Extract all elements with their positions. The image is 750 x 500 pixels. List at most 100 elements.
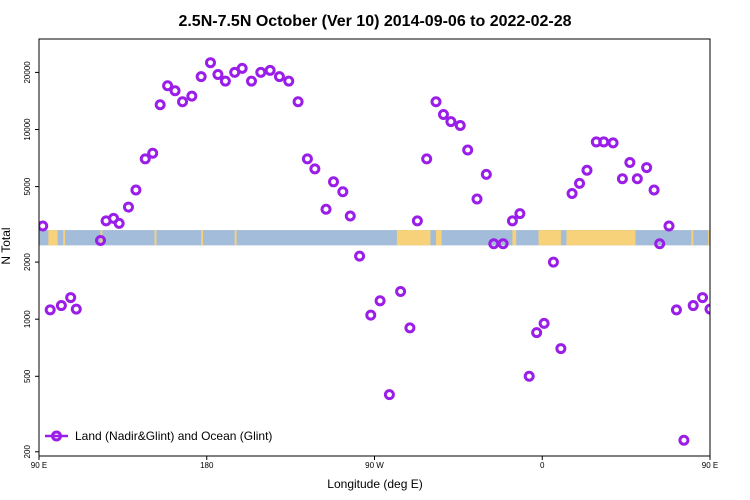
data-point: [581, 164, 593, 176]
data-point: [169, 85, 181, 97]
land-segment: [154, 230, 157, 246]
data-point: [255, 66, 267, 78]
data-point: [555, 343, 567, 355]
y-tick-label: 10000: [23, 118, 32, 141]
data-point: [154, 99, 166, 111]
data-point: [704, 303, 710, 315]
data-point: [497, 238, 509, 250]
chart-title: 2.5N-7.5N October (Ver 10) 2014-09-06 to…: [178, 13, 571, 30]
x-tick-label: 90 E: [702, 461, 718, 470]
land-segment: [48, 230, 58, 246]
x-tick-label: 180: [200, 461, 214, 470]
data-point: [273, 71, 285, 83]
data-point: [395, 285, 407, 297]
data-point: [219, 75, 231, 87]
data-point: [147, 147, 159, 159]
data-point: [411, 215, 423, 227]
data-point: [122, 201, 134, 213]
data-point: [670, 304, 682, 316]
data-point: [264, 64, 276, 76]
y-tick-label: 200: [23, 445, 32, 459]
plot-frame: [38, 38, 711, 457]
data-point: [663, 220, 675, 232]
data-point: [383, 389, 395, 401]
land-segment: [691, 230, 694, 246]
data-point: [130, 184, 142, 196]
legend-label: Land (Nadir&Glint) and Ocean (Glint): [75, 429, 272, 443]
x-axis-label: Longitude (deg E): [327, 477, 422, 491]
y-tick-label: 2000: [23, 253, 32, 271]
x-tick-label: 90 E: [31, 461, 47, 470]
data-point: [55, 300, 67, 312]
data-point: [607, 137, 619, 149]
data-point: [506, 215, 518, 227]
data-point: [309, 163, 321, 175]
data-point: [462, 144, 474, 156]
land-segment: [566, 230, 636, 246]
data-point: [531, 327, 543, 339]
data-point: [337, 186, 349, 198]
data-point: [301, 153, 313, 165]
x-tick-label: 0: [540, 461, 545, 470]
data-point: [648, 184, 660, 196]
data-point: [374, 295, 386, 307]
data-point: [113, 217, 125, 229]
data-point: [177, 96, 189, 108]
data-point: [538, 317, 550, 329]
data-point: [195, 71, 207, 83]
data-point: [547, 256, 559, 268]
y-axis: 200 500 1000 2000 5000 10000 20000: [23, 61, 39, 459]
plot-content: [39, 57, 744, 446]
data-point: [523, 370, 535, 382]
land-segment: [234, 230, 237, 246]
land-segment: [538, 230, 561, 246]
data-point: [245, 75, 257, 87]
data-point: [212, 68, 224, 80]
land-segment: [512, 230, 517, 246]
data-point: [678, 434, 690, 446]
data-point: [616, 173, 628, 185]
data-point: [697, 292, 709, 304]
y-tick-label: 20000: [23, 61, 32, 84]
y-tick-label: 5000: [23, 177, 32, 195]
data-point: [471, 193, 483, 205]
land-segment: [396, 230, 431, 246]
legend-marker: [51, 430, 62, 442]
data-point: [70, 303, 82, 315]
data-point: [344, 210, 356, 222]
data-point: [445, 116, 457, 128]
data-point: [162, 80, 174, 92]
data-point: [95, 234, 107, 246]
data-point: [574, 177, 586, 189]
x-tick-label: 90 W: [365, 461, 384, 470]
land-segment: [742, 230, 744, 245]
data-point: [624, 156, 636, 168]
data-point: [421, 153, 433, 165]
data-point: [566, 187, 578, 199]
data-point: [186, 90, 198, 102]
data-point: [430, 96, 442, 108]
x-axis: 90 E 180 90 W 0 90 E: [31, 456, 718, 470]
plot-area: [39, 57, 744, 446]
data-point: [631, 173, 643, 185]
data-point: [44, 304, 56, 316]
data-point: [365, 309, 377, 321]
data-point: [654, 238, 666, 250]
land-segment: [436, 230, 442, 246]
data-point: [687, 300, 699, 312]
data-point: [514, 208, 526, 220]
land-segment: [714, 230, 716, 245]
data-point: [454, 119, 466, 131]
data-point: [320, 203, 332, 215]
data-point: [204, 57, 216, 69]
land-segment: [201, 230, 204, 246]
data-point: [139, 153, 151, 165]
y-tick-label: 500: [23, 369, 32, 383]
legend: Land (Nadir&Glint) and Ocean (Glint): [45, 429, 272, 443]
data-point: [598, 136, 610, 148]
land-segment: [63, 230, 66, 246]
data-point: [283, 75, 295, 87]
land-segment: [708, 230, 710, 246]
data-point: [354, 250, 366, 262]
